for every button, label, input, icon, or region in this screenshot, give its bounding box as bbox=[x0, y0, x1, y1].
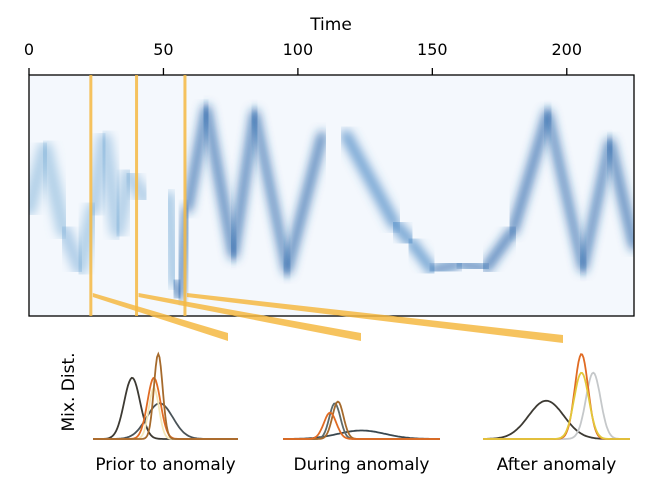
trace-segment bbox=[455, 260, 490, 272]
zoom-connector bbox=[92, 293, 228, 341]
mixture-component-curve bbox=[283, 400, 440, 440]
trace-segment bbox=[183, 105, 211, 213]
mixture-component-curve bbox=[93, 377, 238, 440]
x-tick-label: 200 bbox=[552, 40, 583, 59]
mixture-component-curve bbox=[483, 353, 630, 440]
x-axis-label: Time bbox=[309, 15, 352, 35]
trace-segment bbox=[251, 109, 291, 274]
mixture-component-curve bbox=[93, 376, 238, 440]
trace-segment bbox=[37, 141, 72, 239]
x-tick-label: 150 bbox=[417, 40, 448, 59]
mixture-panel: Prior to anomaly bbox=[93, 351, 238, 475]
mixture-component-curve bbox=[283, 402, 440, 440]
panel-label: Prior to anomaly bbox=[95, 455, 235, 475]
x-ticks: 0 50 100 150 200 bbox=[24, 40, 582, 75]
anomaly-markers bbox=[89, 75, 563, 343]
trace-segment bbox=[406, 236, 438, 276]
trace-segment bbox=[202, 105, 238, 260]
zoom-connector bbox=[138, 293, 361, 341]
mixture-component-curve bbox=[93, 351, 238, 440]
trace-segment bbox=[605, 138, 634, 251]
mixture-component-curve bbox=[483, 399, 630, 440]
mixture-component-curve bbox=[283, 429, 440, 440]
mixture-component-curve bbox=[283, 411, 440, 440]
mixture-panels: Prior to anomaly During anomaly After anom… bbox=[93, 351, 630, 475]
mixture-component-curve bbox=[483, 371, 630, 440]
trace-segment bbox=[340, 129, 401, 230]
heatmap-trace bbox=[29, 105, 634, 301]
mixture-panel: After anomaly bbox=[483, 353, 630, 475]
plot-frame bbox=[28, 74, 635, 317]
trace-segment bbox=[428, 260, 463, 275]
y-axis-label-mix-dist: Mix. Dist. bbox=[59, 353, 79, 432]
trace-segment bbox=[579, 138, 614, 272]
x-tick-label: 100 bbox=[283, 40, 314, 59]
x-tick-label: 0 bbox=[24, 40, 34, 59]
trace-segment bbox=[508, 109, 553, 236]
panel-label: During anomaly bbox=[294, 455, 430, 475]
trace-segment bbox=[229, 109, 259, 260]
mixture-panel: During anomaly bbox=[283, 400, 440, 475]
trace-segment bbox=[162, 191, 181, 288]
trace-segment bbox=[282, 131, 327, 275]
x-tick-label: 50 bbox=[153, 40, 173, 59]
trace-segment bbox=[544, 109, 587, 272]
trace-segment bbox=[481, 226, 518, 273]
panel-label: After anomaly bbox=[497, 455, 617, 475]
zoom-connector bbox=[186, 293, 563, 343]
